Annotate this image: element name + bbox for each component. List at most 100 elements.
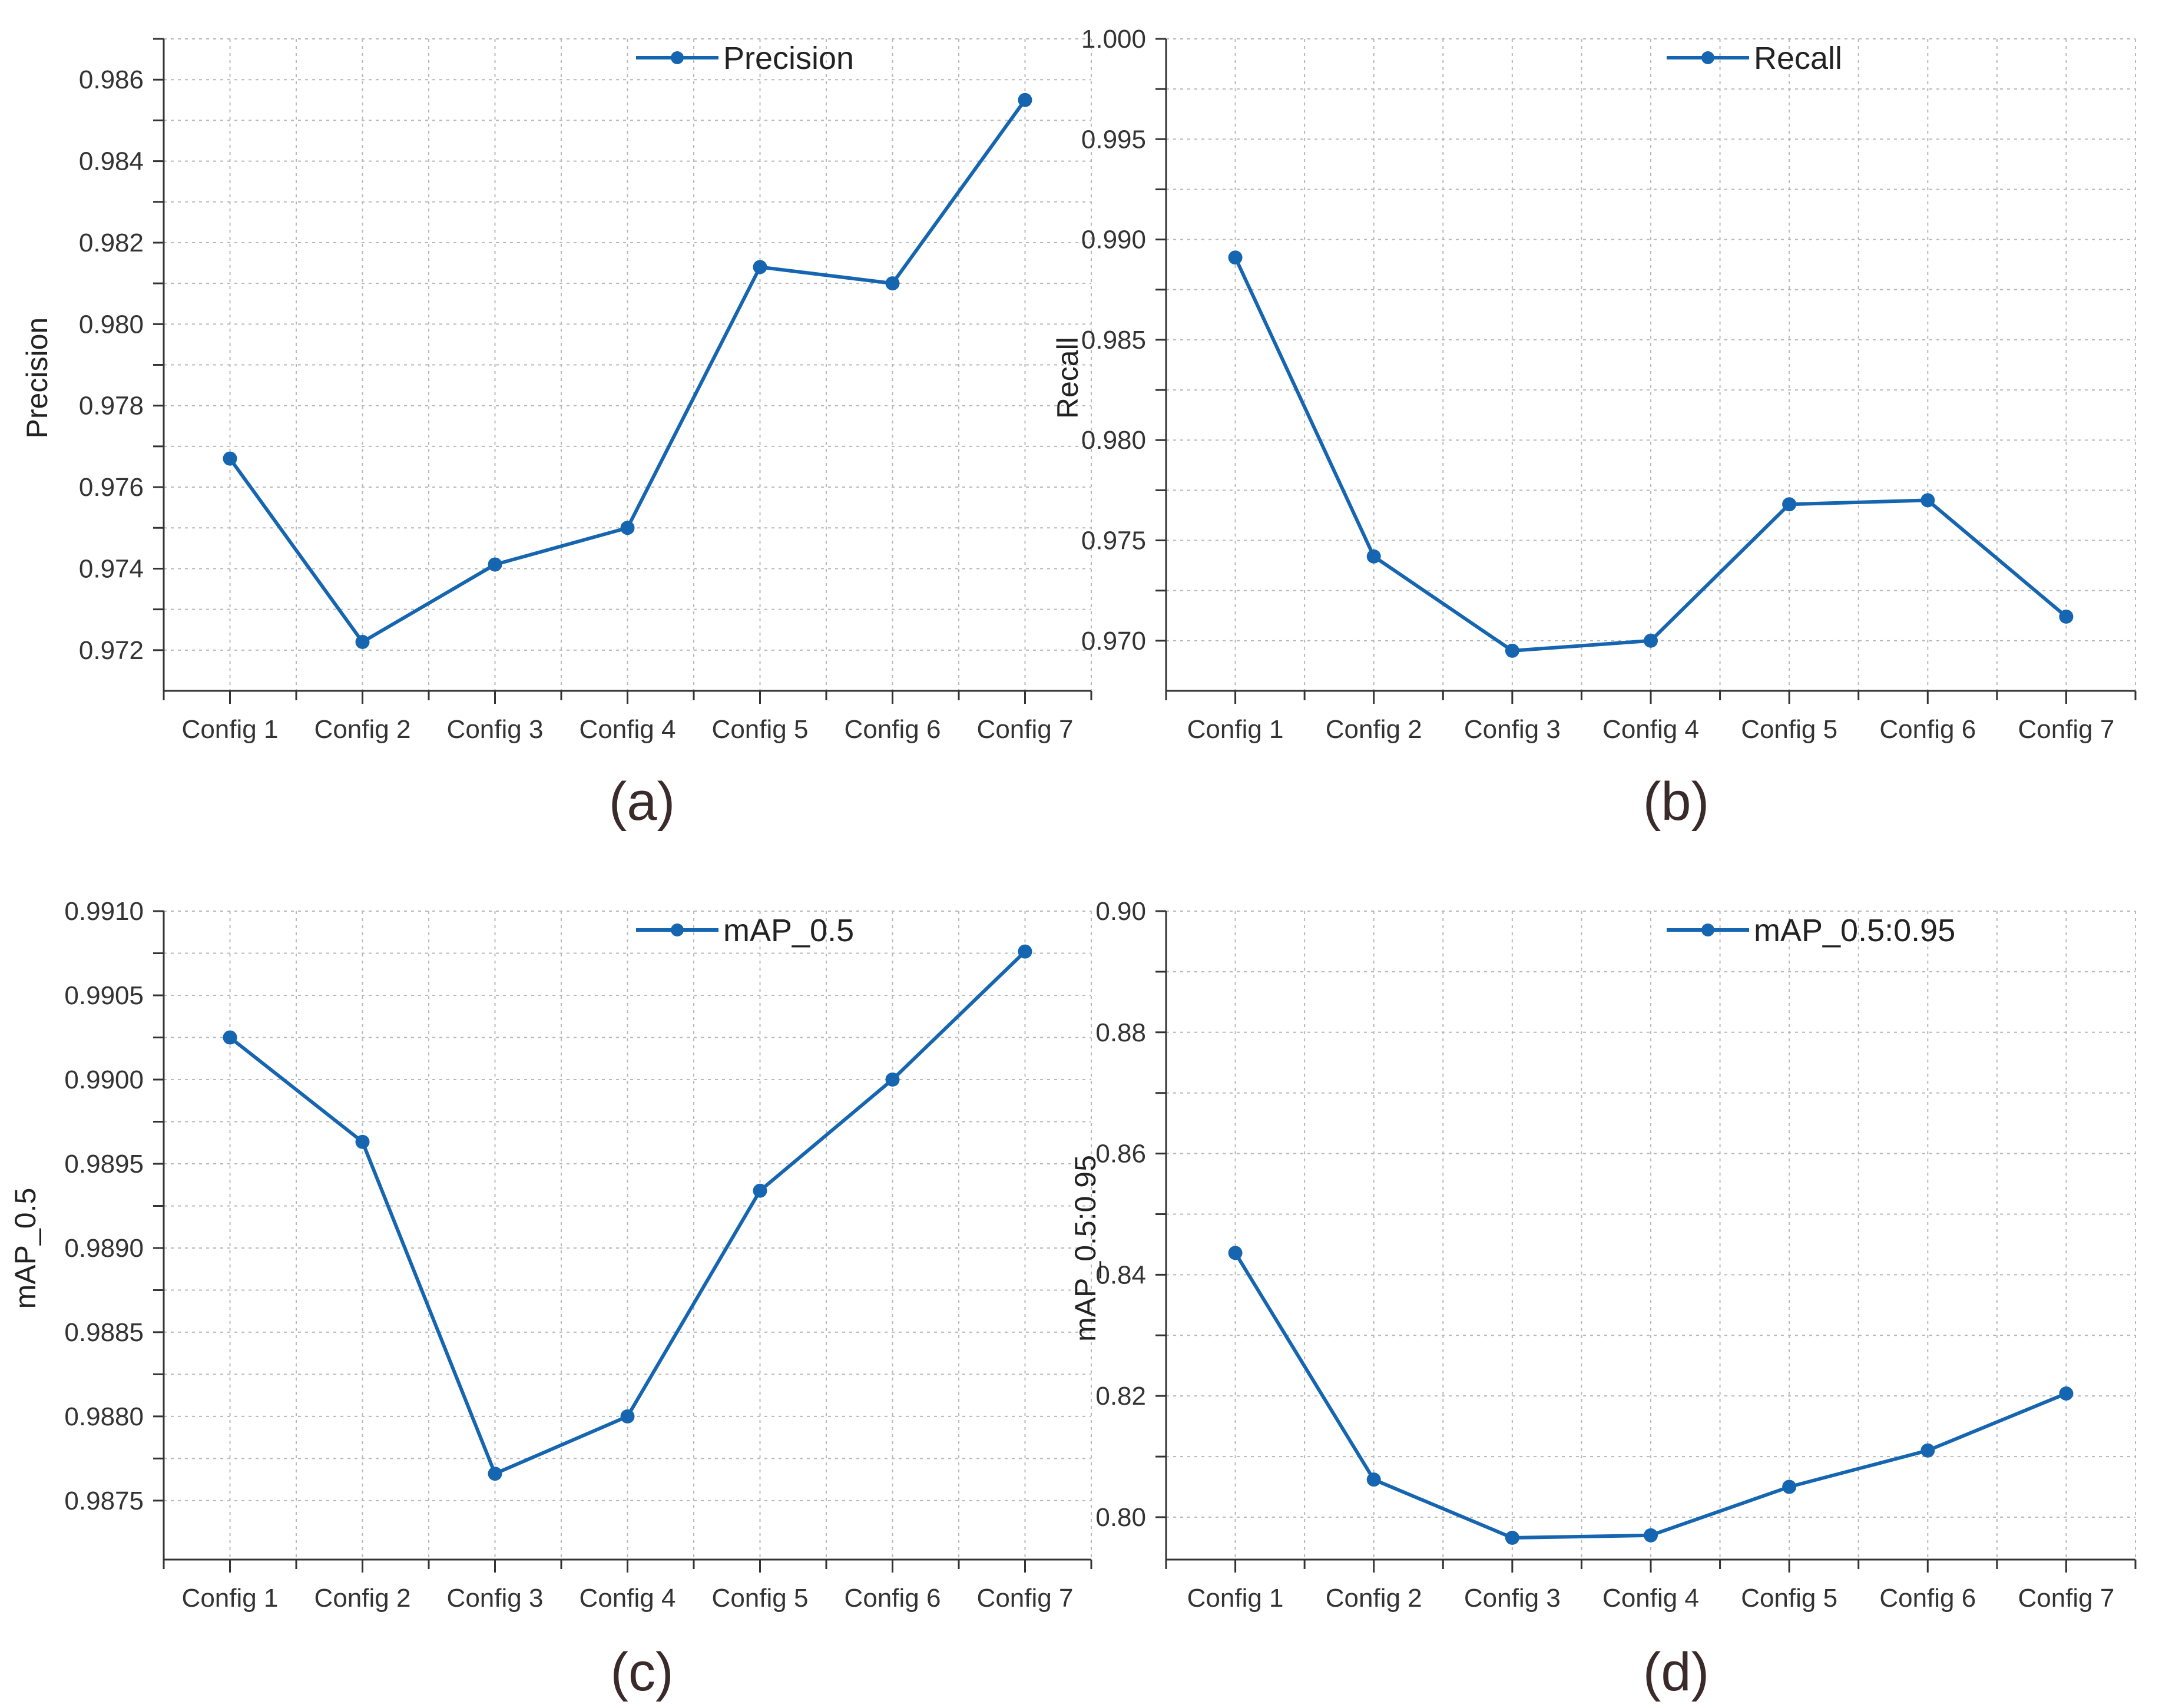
data-point [488, 1467, 502, 1481]
x-tick-label: Config 3 [1464, 1584, 1561, 1613]
y-tick-label: 0.972 [79, 636, 144, 665]
x-tick-label: Config 4 [1602, 715, 1699, 744]
y-tick-label: 0.88 [1095, 1018, 1146, 1047]
data-point [1228, 1246, 1243, 1260]
y-tick-label: 0.975 [1081, 527, 1146, 555]
data-point [1366, 1472, 1381, 1487]
data-point [2059, 1386, 2074, 1401]
panel-caption: (b) [1643, 772, 1709, 832]
y-tick-label: 0.970 [1081, 627, 1146, 656]
y-tick-label: 0.80 [1095, 1503, 1146, 1532]
x-tick-label: Config 3 [447, 1584, 544, 1613]
data-point [885, 1072, 900, 1087]
x-tick-label: Config 7 [2018, 715, 2114, 744]
data-point [753, 260, 767, 274]
y-tick-label: 0.986 [79, 65, 144, 94]
y-tick-label: 0.995 [1081, 125, 1146, 154]
x-tick-label: Config 4 [580, 1584, 676, 1613]
data-point [1366, 549, 1381, 564]
y-tick-label: 0.82 [1095, 1382, 1146, 1411]
y-tick-label: 0.9890 [64, 1234, 144, 1263]
series-line-mAP_0.5 [229, 950, 1026, 1476]
panel-caption: (c) [610, 1642, 673, 1702]
y-tick-label: 0.982 [79, 229, 144, 257]
data-point [1018, 944, 1032, 959]
x-tick-label: Config 6 [845, 1584, 941, 1613]
panel-caption: (d) [1643, 1642, 1709, 1702]
y-tick-label: 0.990 [1081, 226, 1146, 254]
x-tick-label: Config 2 [1326, 715, 1422, 744]
x-tick-label: Config 1 [1187, 715, 1284, 744]
legend-marker-icon [1701, 923, 1714, 936]
data-point [1644, 633, 1658, 648]
data-point [1228, 250, 1243, 265]
x-tick-label: Config 5 [1741, 1584, 1837, 1613]
y-tick-label: 0.9910 [64, 897, 144, 926]
x-tick-label: Config 6 [1879, 1584, 1976, 1613]
x-tick-label: Config 2 [1326, 1584, 1422, 1613]
x-tick-label: Config 6 [1879, 715, 1976, 744]
x-tick-label: Config 5 [712, 1584, 809, 1613]
y-tick-label: 0.980 [79, 310, 144, 339]
data-point [753, 1183, 767, 1198]
x-tick-label: Config 4 [580, 715, 676, 744]
y-tick-label: 0.985 [1081, 326, 1146, 355]
y-tick-label: 0.9875 [64, 1487, 144, 1515]
chart-panel-a: 0.972 0.974 0.976 0.978 0.980 0.982 0.984 0.986… [21, 38, 1092, 832]
x-tick-label: Config 3 [447, 715, 544, 744]
x-tick-label: Config 7 [977, 1584, 1074, 1613]
legend-label: mAP_0.5:0.95 [1754, 913, 1955, 948]
data-point [355, 634, 370, 649]
x-tick-label: Config 7 [2018, 1584, 2114, 1613]
x-tick-label: Config 3 [1464, 715, 1561, 744]
data-point [1920, 493, 1935, 508]
y-tick-label: 0.984 [79, 147, 144, 176]
data-point [1644, 1528, 1658, 1543]
panel-caption: (a) [609, 772, 675, 832]
y-tick-label: 0.9895 [64, 1150, 144, 1179]
y-tick-label: 0.974 [79, 554, 144, 583]
y-tick-label: 0.976 [79, 473, 144, 502]
data-point [488, 557, 502, 572]
y-tick-label: 0.9885 [64, 1318, 144, 1347]
data-point [620, 1409, 635, 1424]
chart-panel-c: 0.9875 0.9880 0.9885 0.9890 0.9895 0.9900 0.99… [9, 897, 1092, 1702]
data-point [1782, 497, 1797, 512]
legend-marker-icon [671, 51, 684, 64]
x-tick-label: Config 7 [977, 715, 1074, 744]
data-point [1505, 1530, 1519, 1545]
data-point [223, 451, 237, 466]
y-axis-title: mAP_0.5:0.95 [1069, 1155, 1102, 1342]
y-tick-label: 0.90 [1095, 897, 1146, 926]
x-tick-label: Config 6 [845, 715, 941, 744]
x-tick-label: Config 1 [182, 1584, 279, 1613]
x-tick-label: Config 5 [1741, 715, 1837, 744]
legend-marker-icon [671, 923, 684, 936]
data-point [2059, 609, 2074, 624]
y-tick-label: 0.9900 [64, 1065, 144, 1094]
x-tick-label: Config 5 [712, 715, 809, 744]
y-tick-label: 0.86 [1095, 1140, 1146, 1169]
x-tick-label: Config 2 [314, 715, 411, 744]
y-tick-label: 0.980 [1081, 426, 1146, 455]
y-axis-title: Recall [1051, 337, 1084, 419]
data-point [1018, 92, 1032, 107]
y-tick-label: 1.000 [1081, 25, 1146, 54]
data-point [620, 521, 635, 535]
x-tick-label: Config 4 [1602, 1584, 1699, 1613]
x-tick-label: Config 1 [1187, 1584, 1284, 1613]
data-point [223, 1030, 237, 1045]
legend-label: Precision [723, 41, 854, 76]
x-tick-label: Config 2 [314, 1584, 411, 1613]
y-tick-label: 0.9880 [64, 1402, 144, 1431]
data-point [1505, 643, 1519, 658]
y-tick-label: 0.9905 [64, 981, 144, 1010]
y-tick-label: 0.84 [1095, 1260, 1146, 1289]
legend-label: mAP_0.5 [723, 913, 854, 948]
y-axis-title: Precision [21, 317, 54, 439]
legend-label: Recall [1754, 41, 1842, 76]
x-tick-label: Config 1 [182, 715, 279, 744]
data-point [355, 1134, 370, 1149]
legend-marker-icon [1701, 51, 1714, 64]
